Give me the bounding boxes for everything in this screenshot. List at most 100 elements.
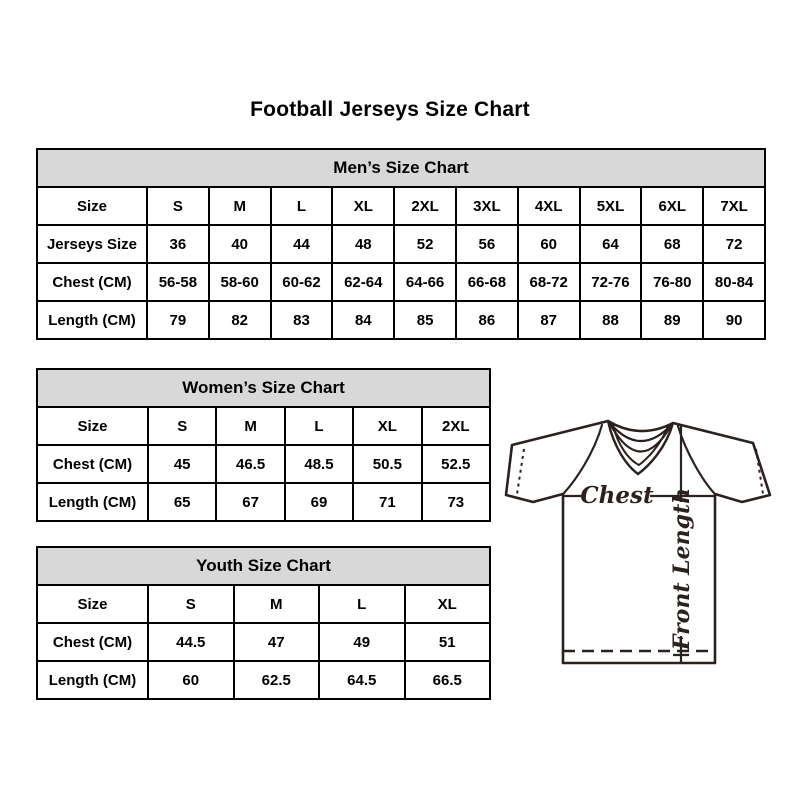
- row-label: Chest (CM): [36, 444, 149, 484]
- size-cell: L: [283, 406, 355, 446]
- size-cell: 49: [318, 622, 406, 662]
- size-cell: 56-58: [146, 262, 210, 302]
- size-cell: 46.5: [215, 444, 286, 484]
- size-cell: 64: [578, 224, 643, 264]
- size-cell: 52: [393, 224, 457, 264]
- size-cell: S: [146, 186, 210, 226]
- size-cell: 40: [207, 224, 272, 264]
- size-cell: 48: [331, 224, 396, 264]
- size-cell: 64-66: [393, 262, 457, 302]
- size-cell: 4XL: [516, 186, 581, 226]
- size-cell: 76-80: [640, 262, 705, 302]
- size-cell: 2XL: [420, 406, 492, 446]
- size-cell: 3XL: [454, 186, 519, 226]
- table-header: Women’s Size Chart: [36, 368, 491, 408]
- size-cell: 82: [207, 300, 272, 340]
- table-header: Men’s Size Chart: [36, 148, 766, 188]
- size-cell: 69: [283, 482, 355, 522]
- size-cell: 65: [146, 482, 218, 522]
- row-label: Size: [36, 406, 149, 446]
- size-cell: 72: [702, 224, 766, 264]
- size-cell: L: [269, 186, 334, 226]
- size-cell: M: [232, 584, 320, 624]
- size-cell: 5XL: [578, 186, 643, 226]
- size-cell: 50.5: [352, 444, 423, 484]
- size-cell: 68: [640, 224, 705, 264]
- chest-label: Chest: [580, 482, 654, 509]
- size-cell: 90: [702, 300, 766, 340]
- table-row: Length (CM) 79 82 83 84 85 86 87 88 89 90: [36, 300, 766, 340]
- youth-size-table: Youth Size Chart Size S M L XL Chest (CM) 44.5 4…: [36, 546, 491, 700]
- table-row: Size S M L XL 2XL: [36, 406, 492, 446]
- row-label: Chest (CM): [36, 622, 149, 662]
- size-cell: 62.5: [232, 660, 320, 700]
- size-cell: 79: [146, 300, 210, 340]
- size-cell: XL: [331, 186, 396, 226]
- size-cell: 7XL: [702, 186, 766, 226]
- size-cell: 2XL: [393, 186, 457, 226]
- page-title: Football Jerseys Size Chart: [250, 98, 530, 121]
- row-label: Length (CM): [36, 482, 149, 522]
- table-row: Length (CM) 60 62.5 64.5 66.5: [36, 660, 491, 700]
- size-cell: L: [318, 584, 406, 624]
- size-cell: M: [215, 406, 286, 446]
- row-label: Jerseys Size: [36, 224, 148, 264]
- size-cell: 84: [331, 300, 396, 340]
- size-cell: 52.5: [420, 444, 492, 484]
- size-cell: 73: [420, 482, 492, 522]
- size-cell: 68-72: [516, 262, 581, 302]
- size-cell: 47: [232, 622, 320, 662]
- size-cell: 72-76: [578, 262, 643, 302]
- size-cell: 51: [403, 622, 491, 662]
- cuff-dashed-lines: [516, 448, 764, 495]
- size-cell: S: [147, 584, 235, 624]
- size-cell: 86: [454, 300, 519, 340]
- v-neck-outer: [606, 419, 675, 476]
- size-cell: 87: [516, 300, 581, 340]
- size-cell: 89: [640, 300, 705, 340]
- row-label: Size: [36, 584, 149, 624]
- row-label: Chest (CM): [36, 262, 148, 302]
- size-cell: 88: [578, 300, 643, 340]
- size-cell: S: [146, 406, 218, 446]
- jersey-outline-drawing: Chest Front Length: [504, 419, 772, 665]
- jersey-body-outline: [504, 419, 772, 665]
- size-cell: 60-62: [269, 262, 334, 302]
- size-cell: XL: [403, 584, 491, 624]
- size-cell: XL: [352, 406, 423, 446]
- size-cell: M: [207, 186, 272, 226]
- size-cell: 67: [215, 482, 286, 522]
- size-cell: 44.5: [147, 622, 235, 662]
- row-label: Size: [36, 186, 148, 226]
- size-cell: 66-68: [454, 262, 519, 302]
- table-row: Size S M L XL: [36, 584, 491, 624]
- size-cell: 85: [393, 300, 457, 340]
- v-neck-inner: [612, 424, 669, 467]
- size-cell: 56: [454, 224, 519, 264]
- mens-size-table: Men’s Size Chart Size S M L XL 2XL 3XL 4XL 5XL 6XL…: [36, 148, 766, 340]
- size-cell: 60: [516, 224, 581, 264]
- table-row: Chest (CM) 45 46.5 48.5 50.5 52.5: [36, 444, 492, 484]
- front-length-measure-line: [673, 425, 689, 663]
- size-cell: 45: [146, 444, 218, 484]
- size-cell: 58-60: [207, 262, 272, 302]
- size-cell: 64.5: [318, 660, 406, 700]
- table-row: Jerseys Size 36 40 44 48 52 56 60 64 68 72: [36, 224, 766, 264]
- size-cell: 62-64: [331, 262, 396, 302]
- size-cell: 44: [269, 224, 334, 264]
- front-length-label: Front Length: [669, 488, 695, 651]
- size-cell: 60: [147, 660, 235, 700]
- womens-size-table: Women’s Size Chart Size S M L XL 2XL Chest (CM)…: [36, 368, 492, 522]
- size-cell: 6XL: [640, 186, 705, 226]
- size-cell: 36: [146, 224, 210, 264]
- table-row: Length (CM) 65 67 69 71 73: [36, 482, 492, 522]
- row-label: Length (CM): [36, 300, 148, 340]
- row-label: Length (CM): [36, 660, 149, 700]
- table-header: Youth Size Chart: [36, 546, 491, 586]
- table-row: Chest (CM) 56-58 58-60 60-62 62-64 64-66 66-68…: [36, 262, 766, 302]
- table-row: Chest (CM) 44.5 47 49 51: [36, 622, 491, 662]
- size-cell: 66.5: [403, 660, 491, 700]
- size-cell: 83: [269, 300, 334, 340]
- size-cell: 80-84: [702, 262, 766, 302]
